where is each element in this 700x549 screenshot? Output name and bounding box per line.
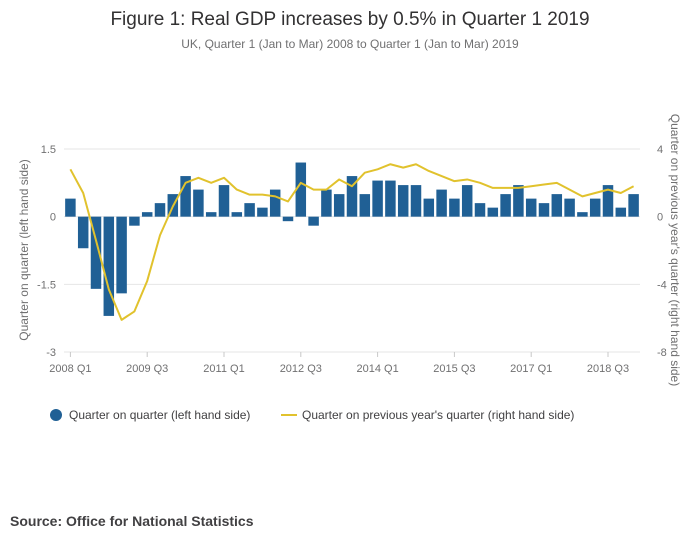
x-tick-label: 2014 Q1	[356, 363, 398, 375]
bar[interactable]	[90, 216, 102, 289]
x-tick-label: 2017 Q1	[510, 363, 552, 375]
bar[interactable]	[333, 194, 345, 217]
bar[interactable]	[321, 189, 332, 217]
bar[interactable]	[116, 216, 127, 294]
left-tick-label: 0	[50, 212, 56, 224]
source-note: Source: Office for National Statistics	[10, 513, 254, 529]
left-axis-ticks: 1.5 0 -1.5 -3	[37, 144, 56, 359]
bar[interactable]	[193, 189, 204, 217]
bar[interactable]	[346, 176, 358, 217]
bar[interactable]	[525, 198, 537, 217]
legend-bar-label[interactable]: Quarter on quarter (left hand side)	[69, 408, 250, 422]
chart-subtitle: UK, Quarter 1 (Jan to Mar) 2008 to Quart…	[181, 37, 519, 51]
x-tick-label: 2008 Q1	[49, 363, 91, 375]
left-tick-label: -3	[46, 347, 56, 359]
bar[interactable]	[141, 212, 153, 217]
bar[interactable]	[257, 207, 268, 217]
right-axis-ticks: 4 0 -4 -8	[657, 144, 667, 359]
bar[interactable]	[180, 176, 191, 217]
bar[interactable]	[205, 212, 217, 217]
right-axis-title: Quarter on previous year's quarter (righ…	[668, 114, 682, 386]
left-tick-label: 1.5	[41, 144, 56, 156]
bar[interactable]	[244, 203, 255, 217]
bar[interactable]	[615, 207, 627, 217]
x-tick-label: 2018 Q3	[587, 363, 629, 375]
bar[interactable]	[410, 185, 422, 217]
right-tick-label: -4	[657, 279, 667, 291]
bar[interactable]	[589, 198, 601, 217]
yoy-line[interactable]	[69, 163, 635, 321]
bar[interactable]	[359, 194, 371, 217]
bar[interactable]	[436, 189, 447, 217]
bar[interactable]	[308, 216, 319, 226]
bar[interactable]	[77, 216, 89, 249]
x-axis-ticks: 2008 Q1 2009 Q3 2011 Q1 2012 Q3 2014 Q1 2015 …	[49, 352, 629, 375]
bar[interactable]	[538, 203, 550, 217]
bar[interactable]	[129, 216, 140, 226]
bar[interactable]	[269, 189, 281, 217]
bar[interactable]	[513, 185, 524, 217]
bar[interactable]	[218, 185, 230, 217]
left-tick-label: -1.5	[37, 279, 56, 291]
bar[interactable]	[154, 203, 166, 217]
bar[interactable]	[487, 207, 499, 217]
right-tick-label: 4	[657, 144, 663, 156]
bar[interactable]	[295, 162, 307, 217]
bar[interactable]	[577, 212, 588, 217]
right-tick-label: 0	[657, 212, 663, 224]
bar[interactable]	[372, 180, 383, 217]
bar[interactable]	[551, 194, 563, 217]
bar-series	[65, 162, 639, 316]
bar[interactable]	[628, 194, 639, 217]
bar[interactable]	[231, 212, 243, 217]
legend-bar-marker[interactable]	[50, 409, 62, 421]
x-tick-label: 2009 Q3	[126, 363, 168, 375]
bar[interactable]	[423, 198, 435, 217]
bar[interactable]	[500, 194, 511, 217]
legend-line-label[interactable]: Quarter on previous year's quarter (righ…	[302, 408, 574, 422]
bar[interactable]	[65, 198, 76, 217]
bar[interactable]	[449, 198, 460, 217]
gridlines	[64, 148, 640, 353]
x-tick-label: 2012 Q3	[280, 363, 322, 375]
bar[interactable]	[103, 216, 115, 316]
bar[interactable]	[461, 185, 473, 217]
x-tick-label: 2015 Q3	[433, 363, 475, 375]
bar[interactable]	[564, 198, 575, 217]
bar[interactable]	[602, 185, 614, 217]
bar[interactable]	[474, 203, 486, 217]
chart-title: Figure 1: Real GDP increases by 0.5% in …	[110, 9, 589, 30]
bar[interactable]	[385, 180, 396, 217]
legend: Quarter on quarter (left hand side) Quar…	[50, 408, 574, 422]
bar[interactable]	[282, 216, 294, 222]
line-series	[69, 163, 635, 321]
left-axis-title: Quarter on quarter (left hand side)	[17, 159, 31, 340]
bar[interactable]	[397, 185, 409, 217]
right-tick-label: -8	[657, 347, 667, 359]
x-tick-label: 2011 Q1	[203, 363, 244, 375]
